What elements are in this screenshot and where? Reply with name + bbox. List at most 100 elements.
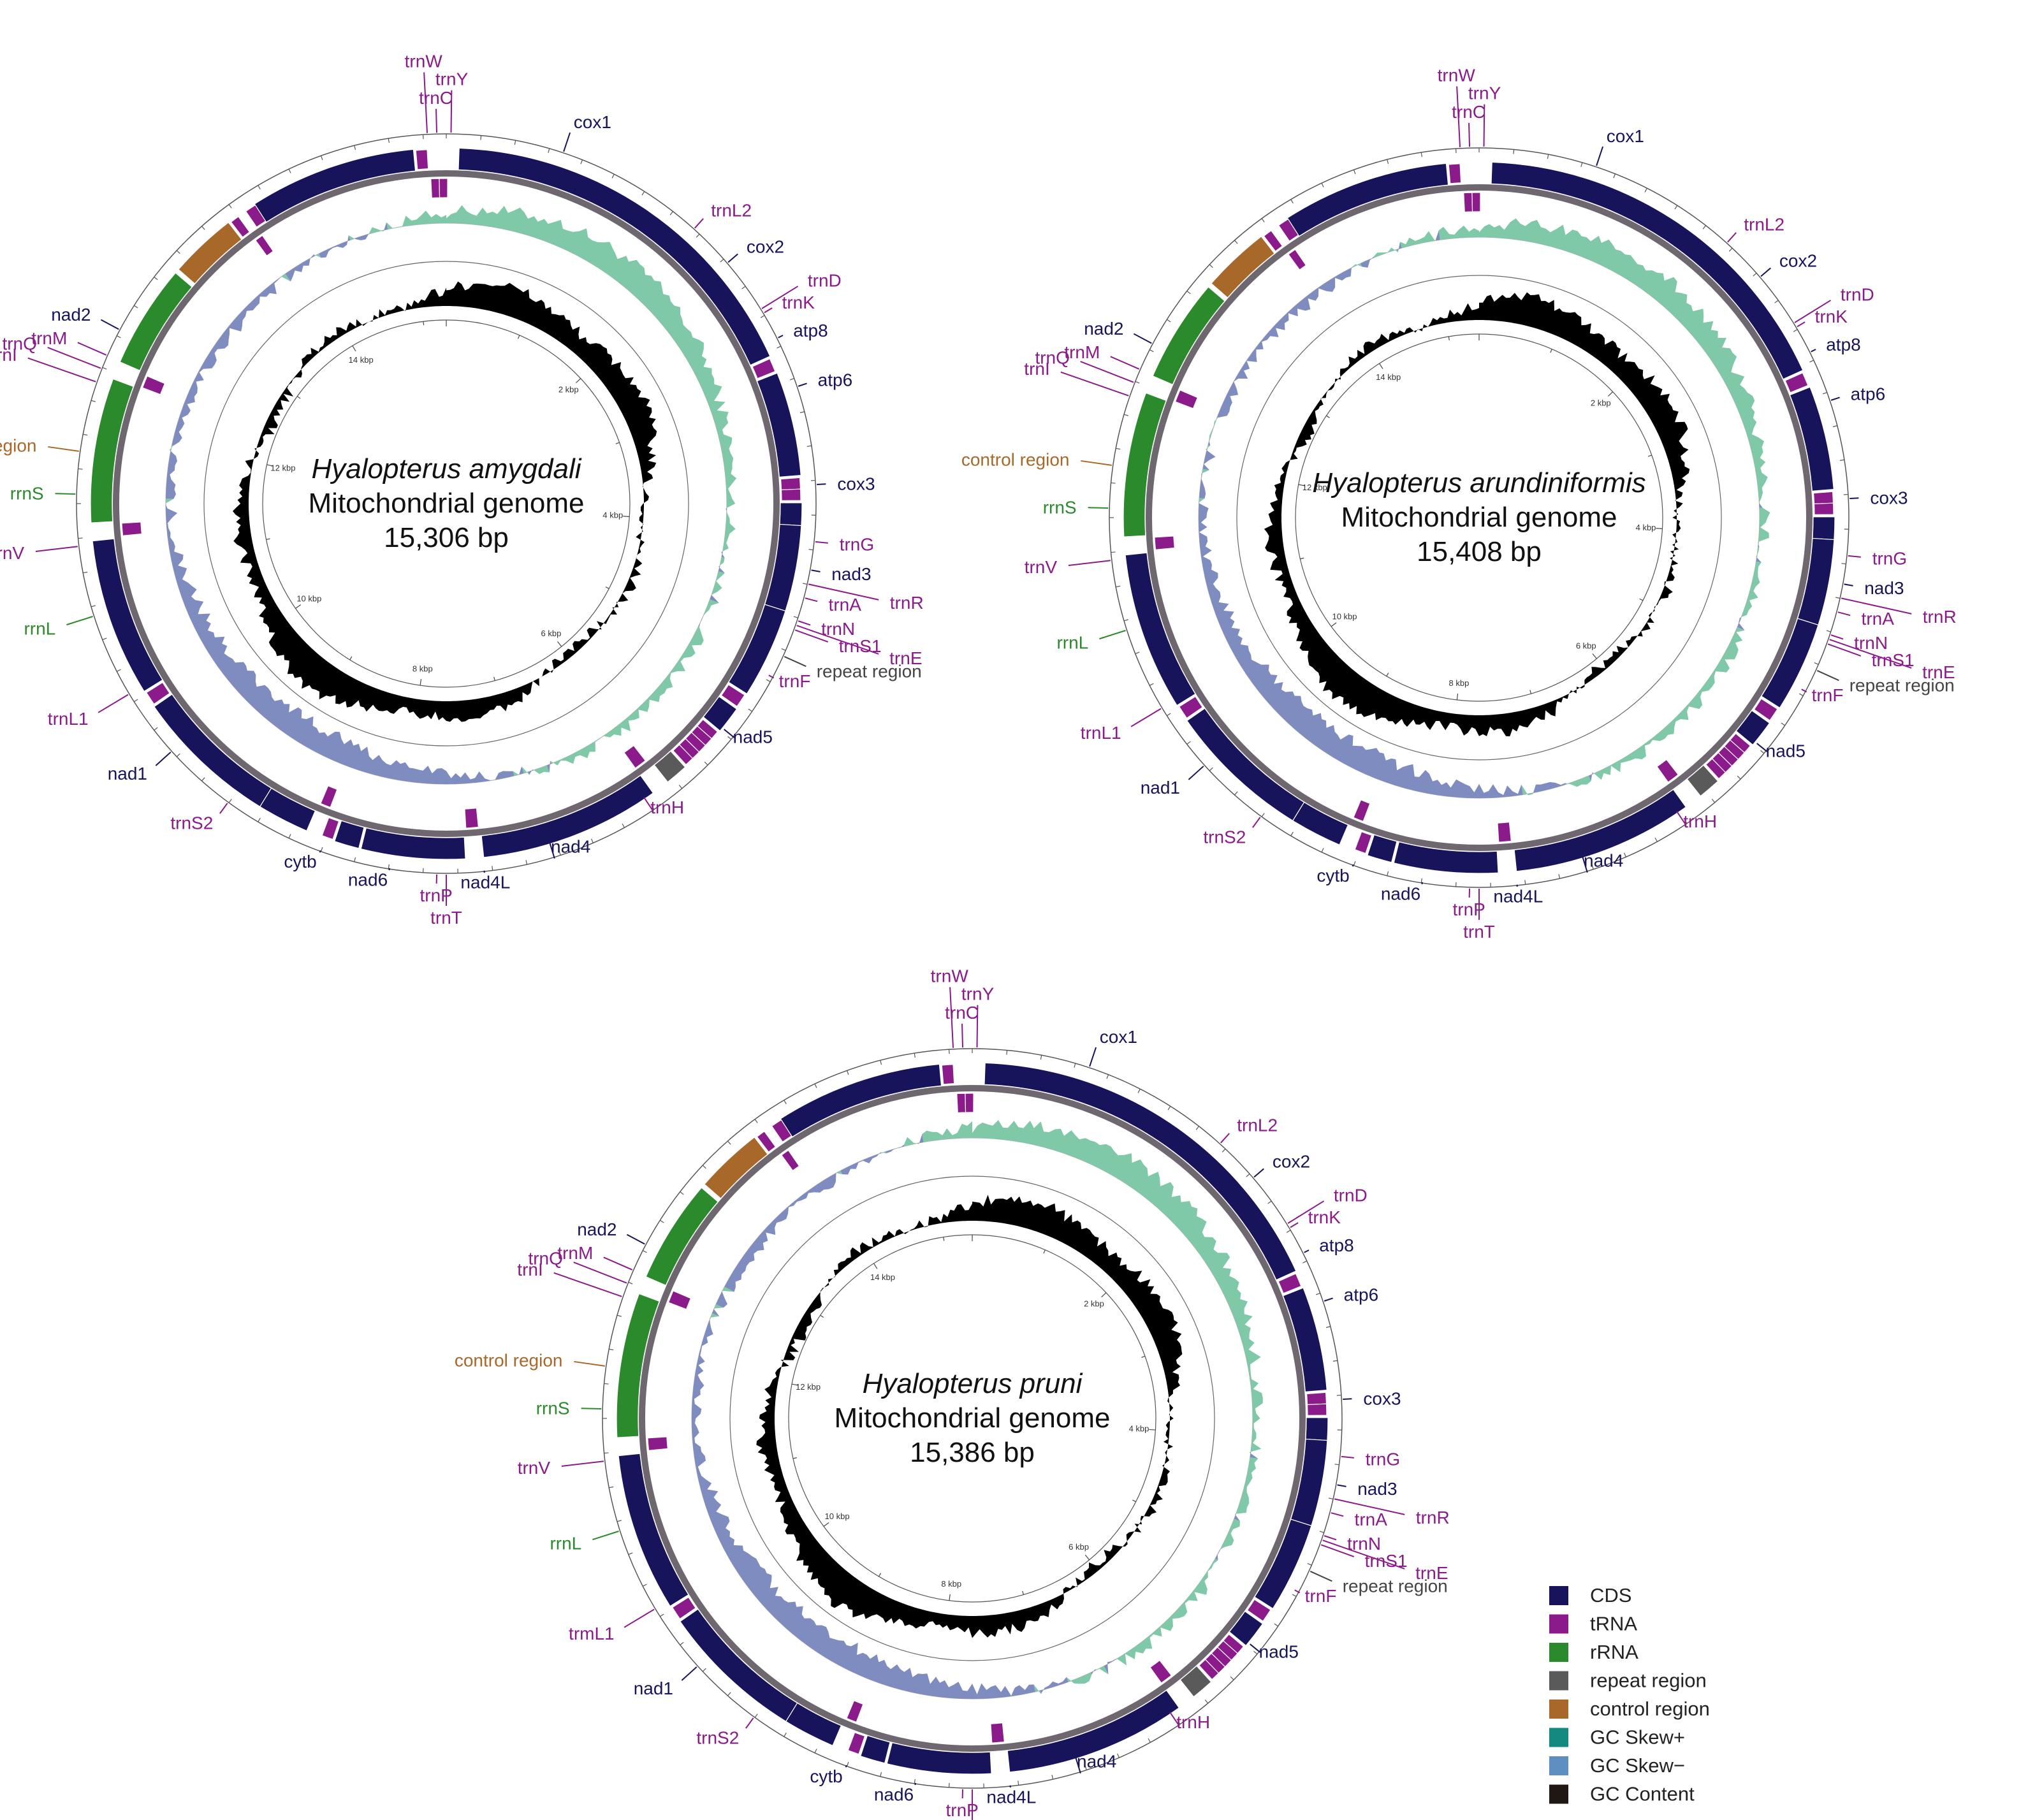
outer-tick: [727, 1140, 731, 1145]
label-leader: [219, 803, 228, 814]
gene-label-control-region: control region: [0, 435, 36, 455]
outer-tick: [1177, 1720, 1181, 1725]
outer-tick: [320, 847, 323, 852]
backbone-ring: [639, 1085, 1306, 1752]
outer-tick: [1084, 1765, 1087, 1770]
gene-label-rrns: rrnS: [10, 484, 44, 504]
label-leader: [1830, 634, 1844, 640]
scale-tick: [266, 464, 274, 467]
label-leader: [1294, 1589, 1301, 1594]
outer-tick: [1166, 319, 1171, 323]
legend-label-gc-content: GC Content: [1590, 1783, 1695, 1805]
feature-atp8: [1812, 516, 1835, 541]
outer-tick: [1149, 349, 1154, 353]
feature-nad4: [886, 1742, 992, 1775]
label-leader: [1253, 1168, 1264, 1178]
label-leader: [811, 569, 821, 572]
feature-nad3: [703, 695, 738, 732]
feature-trnd: [780, 488, 801, 501]
scale-tick: [623, 516, 630, 518]
feature-nad2: [780, 1063, 942, 1138]
label-leader: [319, 850, 321, 853]
label-leader: [1252, 817, 1261, 828]
legend-label-cds: CDS: [1590, 1584, 1631, 1606]
label-leader: [47, 347, 101, 369]
scale-tick: [557, 641, 562, 647]
outer-tick: [642, 1583, 647, 1587]
feature-cox2: [1282, 1287, 1327, 1392]
outer-tick: [591, 838, 594, 843]
outer-tick: [1774, 300, 1779, 303]
scale-tick: [1141, 1355, 1146, 1358]
feature-trnf: [624, 745, 646, 769]
feature-cox2: [756, 372, 801, 477]
legend-label-gc-skew: GC Skew+: [1590, 1726, 1685, 1749]
scale-tick: [1386, 673, 1389, 677]
scale-tick: [296, 396, 301, 399]
feature-trny: [965, 1093, 974, 1113]
gene-label-nad6: nad6: [348, 870, 388, 890]
outer-tick: [354, 145, 356, 150]
gene-label-trni: trnI: [517, 1260, 543, 1279]
feature-trne: [1705, 758, 1726, 780]
feature-trns2: [145, 681, 171, 705]
gc-skew-plus-area: [722, 1286, 734, 1292]
outer-tick: [814, 1083, 817, 1088]
gc-skew-plus-area: [1095, 1666, 1109, 1675]
gc-skew-plus-area: [1066, 1672, 1092, 1684]
feature-trng: [1753, 698, 1778, 721]
label-leader: [768, 674, 775, 679]
outer-tick: [1814, 662, 1819, 665]
gc-skew-minus-area: [698, 617, 703, 627]
outer-tick: [604, 1383, 609, 1385]
gc-skew-minus-area: [1217, 267, 1352, 418]
feature-trns2: [671, 1596, 697, 1620]
gc-skew-minus-area: [1361, 256, 1375, 268]
scale-tick-label: 14 kbp: [349, 355, 374, 365]
gene-label-trnm: trnM: [1064, 342, 1100, 362]
scale-tick-label: 2 kbp: [1084, 1299, 1104, 1309]
outer-tick: [642, 1250, 647, 1253]
label-leader: [784, 655, 806, 667]
gene-label-trnp: trnP: [420, 885, 453, 905]
scale-tick: [1592, 653, 1597, 659]
label-leader: [764, 307, 773, 314]
feature-trnp: [1353, 799, 1371, 822]
gene-label-trny: trnY: [1468, 84, 1501, 103]
gc-skew-plus-area: [1116, 1559, 1218, 1666]
gene-label-atp8: atp8: [1319, 1235, 1354, 1255]
gc-skew-minus-area: [724, 1173, 836, 1292]
outer-tick: [1547, 154, 1549, 159]
outer-tick: [1253, 1650, 1258, 1655]
backbone-ring: [1146, 184, 1813, 851]
outer-tick: [777, 346, 782, 349]
feature-trni: [1263, 229, 1283, 252]
scale-tick-label: 4 kbp: [1129, 1423, 1149, 1433]
outer-tick: [1111, 551, 1116, 553]
scale-tick: [493, 676, 495, 681]
outer-tick: [720, 258, 724, 263]
outer-tick: [1644, 187, 1647, 193]
feature-trng: [1246, 1599, 1271, 1622]
outer-tick: [1332, 1360, 1338, 1362]
scale-tick: [1101, 1292, 1107, 1298]
outer-tick: [1261, 218, 1265, 222]
label-leader: [574, 1360, 605, 1367]
outer-tick: [1737, 775, 1741, 780]
label-leader: [100, 319, 119, 330]
gc-skew-minus-area: [716, 1290, 727, 1308]
scale-tick: [1331, 622, 1337, 627]
outer-tick: [727, 1692, 731, 1696]
label-leader: [1848, 555, 1861, 558]
outer-tick: [1353, 170, 1356, 175]
scale-tick: [823, 1522, 829, 1527]
label-leader: [423, 72, 428, 133]
gene-label-nad1: nad1: [108, 764, 147, 783]
gc-skew-plus-area: [348, 235, 356, 240]
outer-tick: [1135, 652, 1140, 655]
outer-tick: [354, 857, 356, 862]
outer-tick: [1234, 240, 1238, 244]
feature-trny: [439, 178, 448, 198]
label-leader: [98, 694, 129, 713]
gc-skew-minus-area: [1234, 1513, 1240, 1522]
